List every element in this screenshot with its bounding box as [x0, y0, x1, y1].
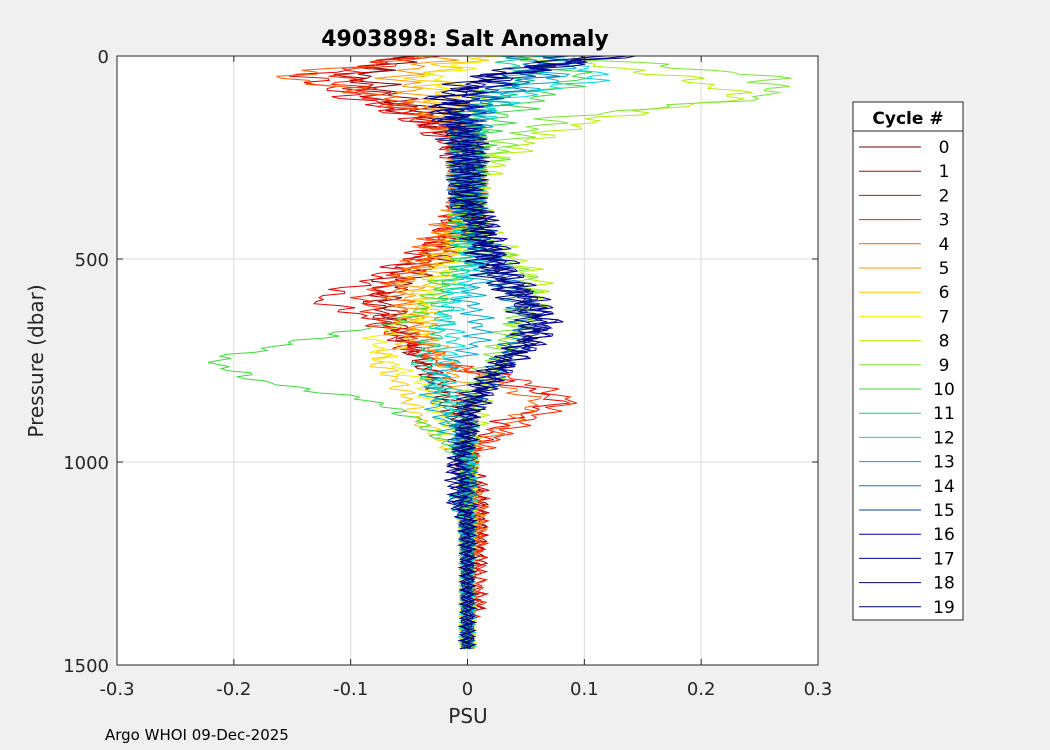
series-line-cycle-2 — [289, 55, 572, 650]
y-axis-label: Pressure (dbar) — [24, 284, 48, 437]
legend-label-cycle-19: 19 — [933, 598, 955, 618]
ticks: -0.3 -0.2 -0.1 0 0.1 0.2 0.3 0 500 1000 1500 — [63, 47, 832, 700]
legend-label-cycle-14: 14 — [933, 477, 955, 497]
legend-label-cycle-16: 16 — [933, 525, 955, 545]
series-line-cycle-19 — [428, 55, 587, 650]
legend-label-cycle-8: 8 — [939, 332, 950, 352]
y-tick-label: 0 — [98, 47, 109, 68]
legend-label-cycle-17: 17 — [933, 549, 955, 569]
y-tick-label: 500 — [75, 250, 109, 271]
legend-label-cycle-10: 10 — [933, 380, 955, 400]
x-tick-label: 0.3 — [804, 679, 833, 700]
x-axis-label: PSU — [448, 704, 487, 728]
y-tick-label: 1000 — [63, 453, 109, 474]
legend-label-cycle-5: 5 — [939, 259, 950, 279]
series-layer — [207, 55, 792, 650]
legend-label-cycle-4: 4 — [939, 235, 950, 255]
legend-label-cycle-3: 3 — [939, 211, 950, 231]
legend-label-cycle-11: 11 — [933, 404, 955, 424]
legend-label-cycle-1: 1 — [939, 162, 950, 182]
y-tick-label: 1500 — [63, 656, 109, 677]
legend-box — [852, 101, 964, 621]
legend-label-cycle-0: 0 — [939, 138, 950, 158]
x-tick-label: -0.1 — [333, 679, 368, 700]
legend-label-cycle-13: 13 — [933, 453, 955, 473]
legend-label-cycle-7: 7 — [939, 307, 950, 327]
x-tick-label: -0.3 — [99, 679, 134, 700]
legend-label-cycle-12: 12 — [933, 428, 955, 448]
footer-text: Argo WHOI 09-Dec-2025 — [105, 726, 289, 744]
legend-title: Cycle # — [872, 109, 943, 129]
x-tick-label: 0.2 — [687, 679, 716, 700]
legend-label-cycle-6: 6 — [939, 283, 950, 303]
legend-label-cycle-2: 2 — [939, 186, 950, 206]
legend-label-cycle-18: 18 — [933, 574, 955, 594]
x-tick-label: 0 — [462, 679, 473, 700]
legend-label-cycle-9: 9 — [939, 356, 950, 376]
x-tick-label: -0.2 — [216, 679, 251, 700]
legend-label-cycle-15: 15 — [933, 501, 955, 521]
chart-title: 4903898: Salt Anomaly — [321, 27, 608, 52]
x-tick-label: 0.1 — [570, 679, 599, 700]
